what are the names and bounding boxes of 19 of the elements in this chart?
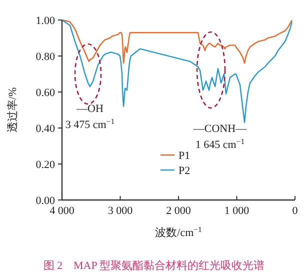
y-tick-label: 0.00 bbox=[36, 195, 56, 207]
y-tick-label: 0.80 bbox=[36, 51, 56, 63]
text: 图 2 MAP 型聚氨酯黏合材料的红光吸收光谱 bbox=[43, 259, 265, 272]
annotation: —CONH— 1 645 cm$^{−1}$ bbox=[192, 123, 248, 151]
annotation: —OH 3 475 cm$^{−1}$ bbox=[65, 103, 115, 131]
y-tick-label: 0.40 bbox=[36, 123, 56, 135]
legend-label: P1 bbox=[178, 150, 190, 162]
y-axis-title: 透过率/% bbox=[6, 87, 19, 133]
y-tick-label: 0.60 bbox=[36, 87, 56, 99]
x-tick-label: 2 000 bbox=[166, 205, 192, 217]
x-tick-label: 3 000 bbox=[108, 205, 134, 217]
x-tick-label: 0 bbox=[292, 205, 298, 217]
y-tick-label: 1.00 bbox=[36, 15, 56, 27]
x-tick-label: 4 000 bbox=[50, 205, 75, 217]
y-tick-label: 0.20 bbox=[36, 159, 56, 171]
line-series bbox=[61, 19, 293, 64]
x-tick-label: 1 000 bbox=[224, 205, 250, 217]
legend-label: P2 bbox=[178, 165, 190, 177]
x-axis-title: 波数/cm$^{−1}$ bbox=[155, 224, 202, 239]
